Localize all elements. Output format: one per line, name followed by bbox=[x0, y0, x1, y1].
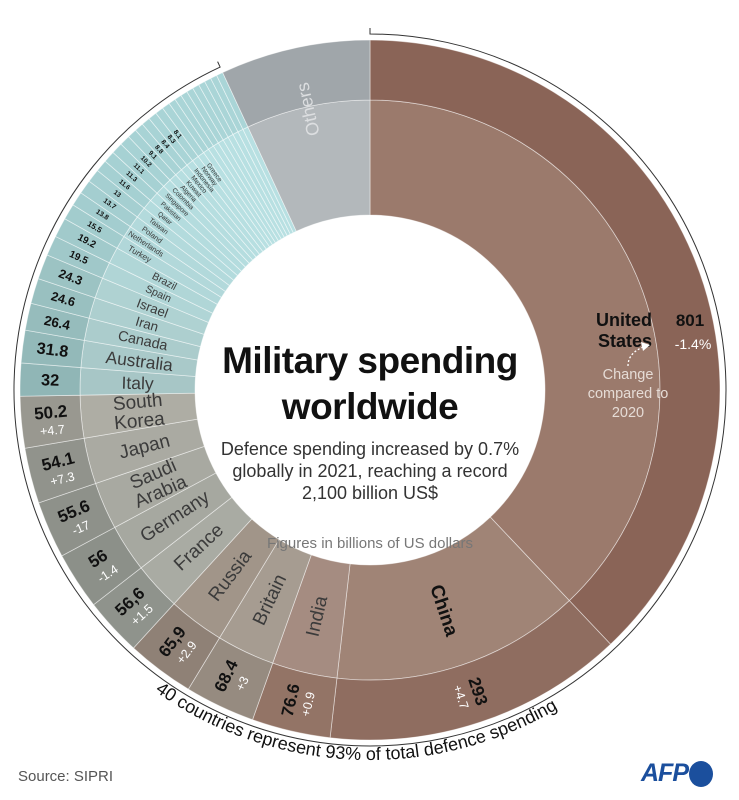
value-label-taiwan: 13 bbox=[112, 189, 122, 199]
value-label-italy: 32 bbox=[41, 371, 60, 390]
name-label-south-korea: SouthKorea bbox=[111, 389, 166, 434]
value-group-norway: 8.1 bbox=[172, 129, 183, 141]
change-label-united-states: -1.4% bbox=[675, 336, 712, 352]
us-change-annotation bbox=[627, 342, 650, 367]
value-label-mexico: 8.4 bbox=[159, 139, 170, 151]
value-group-saudi-arabia: 55.6-17 bbox=[55, 496, 93, 538]
value-label-indonesia: 8.3 bbox=[166, 134, 177, 146]
value-group-taiwan: 13 bbox=[112, 189, 122, 199]
value-group-south-korea: 50.2+4.7 bbox=[33, 402, 68, 439]
change-label-india: +0.9 bbox=[299, 691, 318, 718]
source-label: Source: SIPRI bbox=[18, 768, 114, 785]
name-label-italy: Italy bbox=[121, 373, 154, 394]
name-label-iran: Iran bbox=[134, 314, 160, 335]
slice-outer-others bbox=[222, 39, 371, 128]
slice-outer-united-states bbox=[369, 39, 721, 645]
value-label-norway: 8.1 bbox=[172, 129, 183, 141]
value-label-australia: 31.8 bbox=[36, 339, 70, 361]
value-group-indonesia: 8.3 bbox=[166, 134, 177, 146]
value-label-iran: 24.6 bbox=[49, 289, 76, 309]
name-label-united-states: United States bbox=[596, 310, 652, 351]
value-group-iran: 24.6 bbox=[49, 289, 76, 309]
value-group-mexico: 8.4 bbox=[159, 139, 170, 151]
value-label-united-states: 801 bbox=[676, 311, 704, 330]
page-title: Military spending worldwide bbox=[222, 340, 518, 427]
value-label-south-korea: 50.2 bbox=[33, 402, 68, 424]
value-label-canada: 26.4 bbox=[43, 313, 72, 333]
change-label-saudi-arabia: -17 bbox=[70, 518, 92, 538]
value-group-canada: 26.4 bbox=[43, 313, 72, 333]
change-arrow-icon bbox=[627, 345, 647, 367]
value-group-australia: 31.8 bbox=[36, 339, 70, 361]
change-label-britain: +3 bbox=[233, 674, 252, 693]
value-group-india: 76.6+0.9 bbox=[278, 682, 318, 719]
value-group-algeria: 9.1 bbox=[147, 150, 159, 162]
change-label-south-korea: +4.7 bbox=[39, 422, 65, 438]
value-group-italy: 32 bbox=[41, 371, 60, 390]
forty-countries-bracket bbox=[13, 28, 727, 747]
units-note: Figures in billions of US dollars bbox=[267, 535, 473, 552]
value-label-kuwait: 8.8 bbox=[153, 144, 164, 156]
afp-logo: AFP bbox=[641, 759, 713, 788]
value-group-kuwait: 8.8 bbox=[153, 144, 164, 156]
subtitle: Defence spending increased by 0.7% globa… bbox=[220, 439, 520, 503]
change-label-japan: +7.3 bbox=[49, 469, 76, 489]
change-note: Change compared to 2020 bbox=[587, 367, 669, 421]
value-label-algeria: 9.1 bbox=[147, 150, 159, 162]
